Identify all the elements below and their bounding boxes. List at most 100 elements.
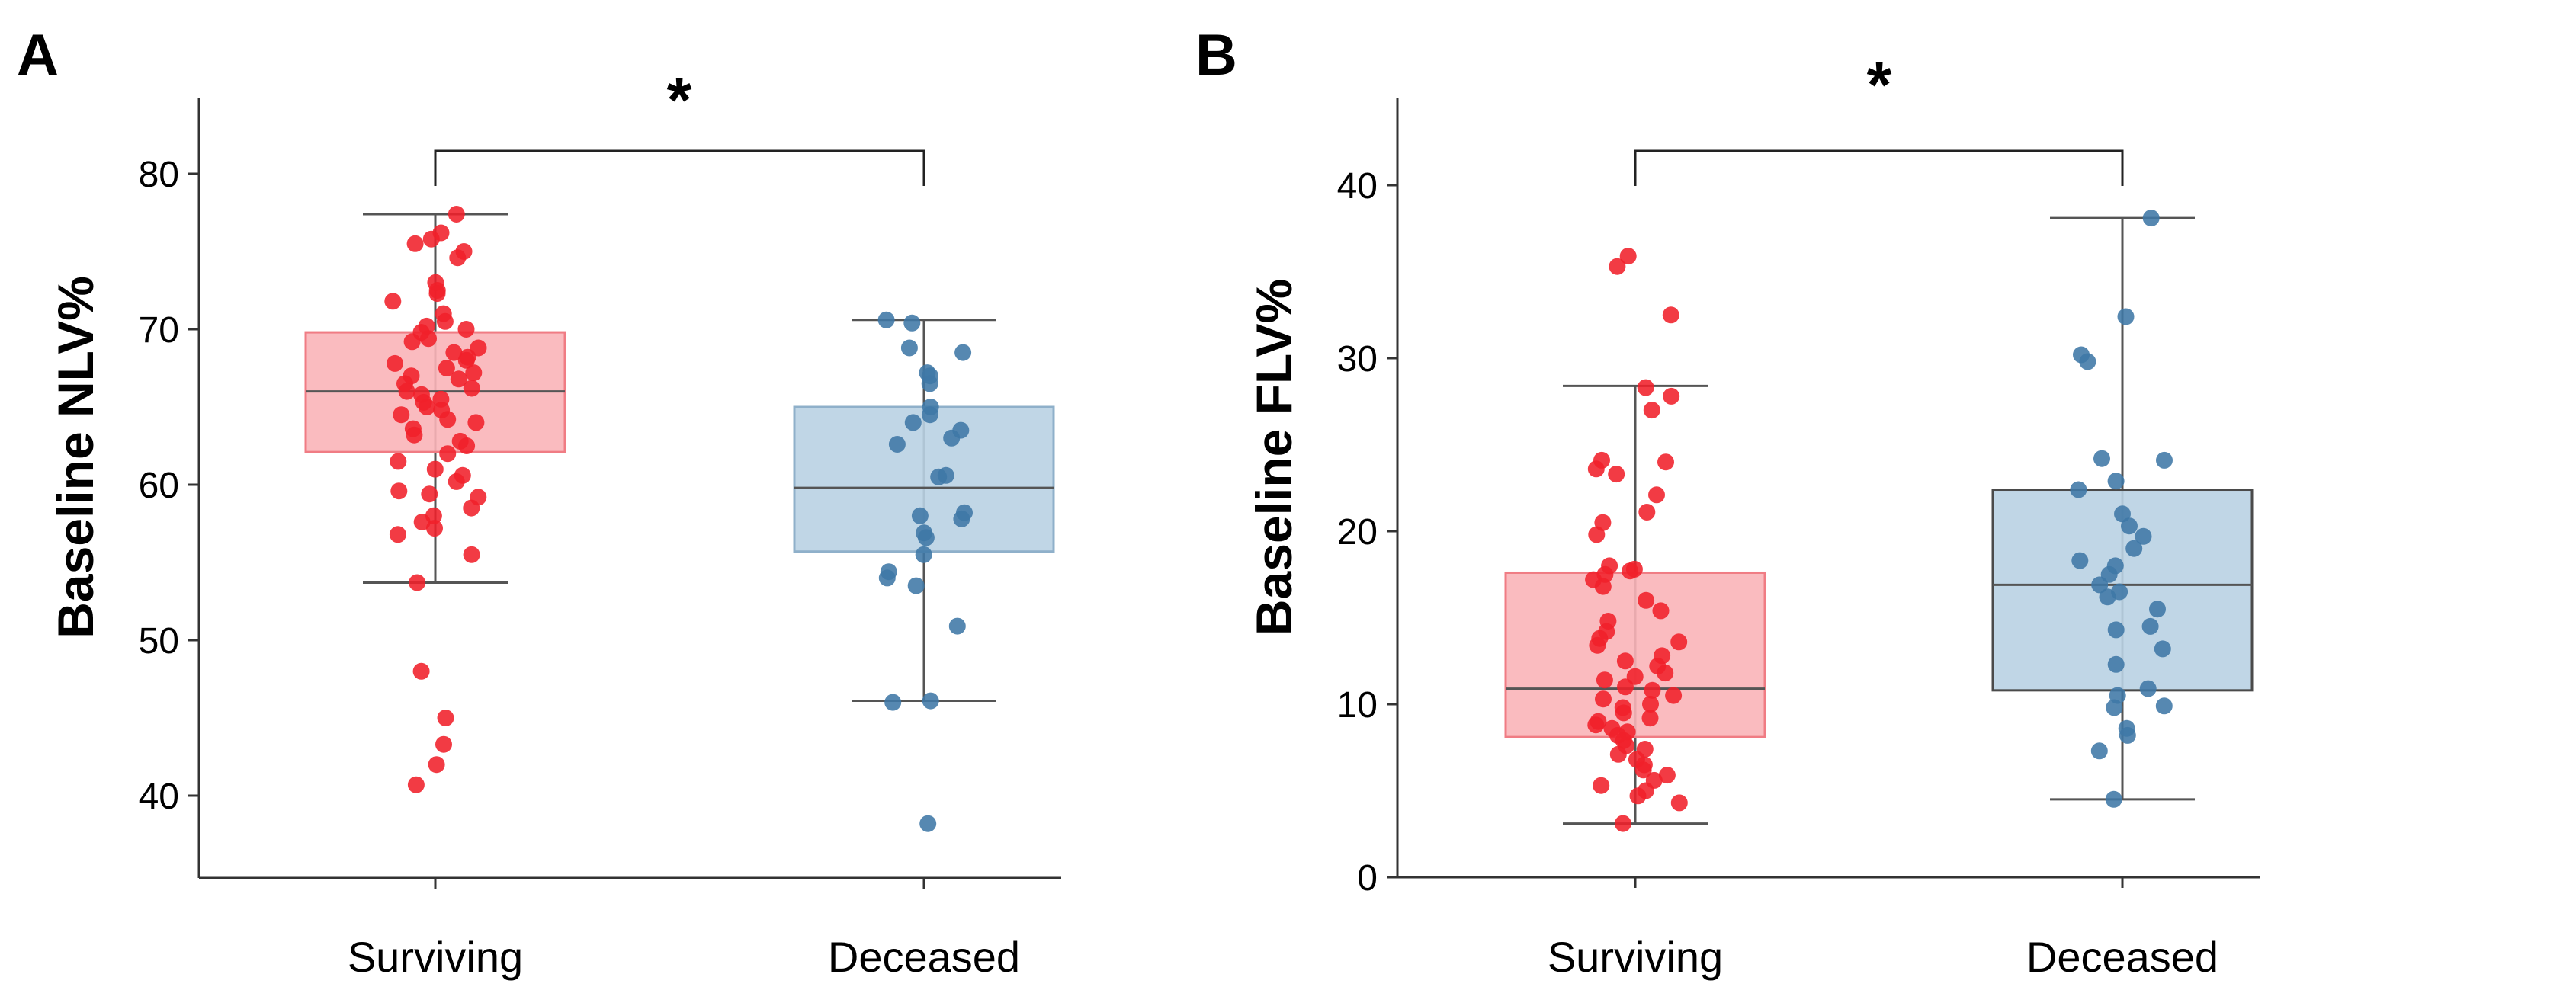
- panel-a-surviving-data-point: [428, 285, 446, 303]
- panel-a-plot-area: 40 50 60 70 80: [139, 98, 1061, 889]
- panel-b-plot-area: 0 10 20 30 40: [1337, 98, 2260, 899]
- panel-a-surviving-data-point: [413, 514, 431, 530]
- panel-a-deceased-data-point: [900, 339, 918, 357]
- panel-a-y-tick-label: 80: [139, 155, 179, 195]
- panel-a-surviving-data-point: [448, 473, 465, 490]
- panel-b-surviving-data-point: [1595, 690, 1612, 708]
- panel-b-deceased-data-point: [2156, 451, 2173, 469]
- panel-b-surviving-data-point: [1652, 602, 1670, 620]
- panel-b-surviving-data-point: [1608, 466, 1625, 483]
- panel-b-category-surviving: Surviving: [1548, 933, 1723, 981]
- panel-a-significance-bracket: [434, 149, 925, 186]
- panel-b-surviving-data-point: [1587, 716, 1605, 734]
- panel-a-surviving-data-point: [437, 710, 454, 726]
- panel-a-category-surviving: Surviving: [348, 933, 523, 981]
- panel-a-letter: A: [17, 23, 59, 88]
- panel-b-deceased-data-point: [2105, 790, 2122, 808]
- panel-a-surviving-data-point: [422, 230, 440, 248]
- panel-b-deceased-data-point: [2106, 699, 2123, 716]
- panel-a-deceased-data-point: [915, 546, 932, 563]
- panel-b-surviving-data-point: [1593, 777, 1610, 794]
- panel-a-surviving-data-point: [418, 399, 435, 415]
- panel-b-surviving-data-point: [1662, 306, 1679, 324]
- panel-a-deceased-data-point: [904, 414, 922, 431]
- panel-a-surviving-data-point: [387, 354, 403, 372]
- panel-b-surviving-data-point: [1594, 578, 1612, 595]
- panel-b-surviving-data-point: [1587, 460, 1605, 478]
- panel-b-deceased-data-point: [2154, 640, 2171, 658]
- panel-b-deceased-data-point: [2135, 527, 2152, 545]
- panel-a-surviving-data-point: [463, 499, 480, 517]
- panel-a-deceased-data-point: [888, 436, 906, 453]
- panel-b-y-tick-label: 10: [1337, 685, 1378, 726]
- panel-b-deceased-data-point: [2119, 726, 2136, 744]
- panel-a-surviving-data-point: [390, 482, 408, 500]
- panel-b-surviving-data-point: [1619, 248, 1637, 265]
- panel-a-deceased-data-point: [953, 510, 970, 527]
- panel-b-deceased-data-point: [2149, 601, 2166, 618]
- panel-b-surviving-data-point: [1648, 486, 1665, 504]
- panel-b-deceased-data-point: [2091, 576, 2109, 594]
- panel-b-category-deceased: Deceased: [2026, 933, 2218, 981]
- panel-a-surviving-data-point: [449, 249, 467, 267]
- panel-a-y-tick-label: 40: [139, 777, 179, 817]
- panel-b-deceased-data-point: [2070, 481, 2087, 498]
- panel-a-significance-star: *: [667, 64, 692, 136]
- panel-b-surviving-data-point: [1657, 453, 1674, 471]
- panel-a-surviving-data-point: [390, 453, 407, 470]
- panel-b-surviving-data-point: [1588, 526, 1606, 543]
- panel-b-surviving-data-point: [1637, 379, 1654, 396]
- panel-b-surviving-data-point: [1670, 794, 1688, 812]
- panel-b-deceased-data-point: [2141, 617, 2159, 635]
- panel-a-deceased-data-point: [921, 375, 938, 392]
- panel-b-y-tick-label: 0: [1357, 858, 1378, 899]
- panel-a-deceased-data-point: [930, 468, 948, 485]
- panel-b-deceased-data-point: [2107, 621, 2125, 639]
- panel-a-surviving-data-point: [438, 360, 455, 376]
- panel-b-surviving-data-point: [1622, 562, 1639, 580]
- panel-a-surviving-data-point: [406, 235, 424, 252]
- panel-b-surviving-box: [1504, 571, 1766, 738]
- panel-b-y-tick-label: 40: [1337, 166, 1378, 207]
- panel-b-surviving-data-point: [1596, 671, 1613, 689]
- panel-b-surviving-data-point: [1634, 761, 1652, 779]
- panel-b: B Baseline FLV% Surviving Deceased * 0 10…: [1195, 23, 2260, 981]
- panel-b-surviving-data-point: [1642, 696, 1659, 713]
- panel-b-deceased-data-point: [2155, 697, 2173, 715]
- panel-b-surviving-data-point: [1609, 745, 1627, 763]
- panel-b-y-tick-label: 20: [1337, 512, 1378, 553]
- panel-b-deceased-data-point: [2125, 540, 2143, 557]
- panel-a-surviving-data-point: [409, 574, 426, 591]
- panel-a-category-deceased: Deceased: [828, 933, 1020, 981]
- panel-a-deceased-data-point: [884, 694, 902, 711]
- panel-a-surviving-data-point: [421, 485, 438, 503]
- panel-b-surviving-data-point: [1658, 767, 1676, 784]
- panel-b-deceased-data-point: [2142, 210, 2160, 227]
- panel-a-surviving-data-point: [439, 411, 457, 428]
- panel-a-surviving-data-point: [465, 364, 483, 382]
- panel-b-surviving-data-point: [1617, 678, 1634, 696]
- panel-a-y-axis-title: Baseline NLV%: [47, 276, 104, 639]
- panel-a-deceased-data-point: [877, 311, 895, 328]
- panel-a-deceased-data-point: [919, 815, 937, 832]
- panel-b-surviving-data-point: [1616, 652, 1634, 670]
- panel-a: A Baseline NLV% Surviving Deceased * 40 5…: [17, 23, 1061, 981]
- panel-a-surviving-data-point: [412, 662, 430, 680]
- panel-b-surviving-data-point: [1609, 258, 1626, 275]
- panel-a-surviving-data-point: [426, 520, 443, 537]
- panel-b-deceased-data-point: [2107, 473, 2125, 490]
- panel-a-surviving-data-point: [436, 312, 454, 330]
- panel-a-surviving-data-point: [435, 735, 452, 753]
- panel-a-surviving-data-point: [393, 406, 410, 424]
- panel-a-surviving-data-point: [403, 333, 421, 351]
- panel-a-deceased-data-point: [948, 617, 966, 635]
- panel-b-deceased-data-point: [2090, 742, 2108, 760]
- panel-b-surviving-data-point: [1643, 402, 1660, 419]
- panel-b-deceased-data-point: [2093, 450, 2110, 467]
- panel-a-surviving-data-point: [448, 206, 465, 223]
- panel-a-surviving-data-point: [420, 330, 437, 348]
- panel-a-surviving-data-point: [439, 445, 457, 463]
- panel-a-deceased-data-point: [911, 507, 929, 524]
- panel-a-deceased-data-point: [922, 692, 939, 710]
